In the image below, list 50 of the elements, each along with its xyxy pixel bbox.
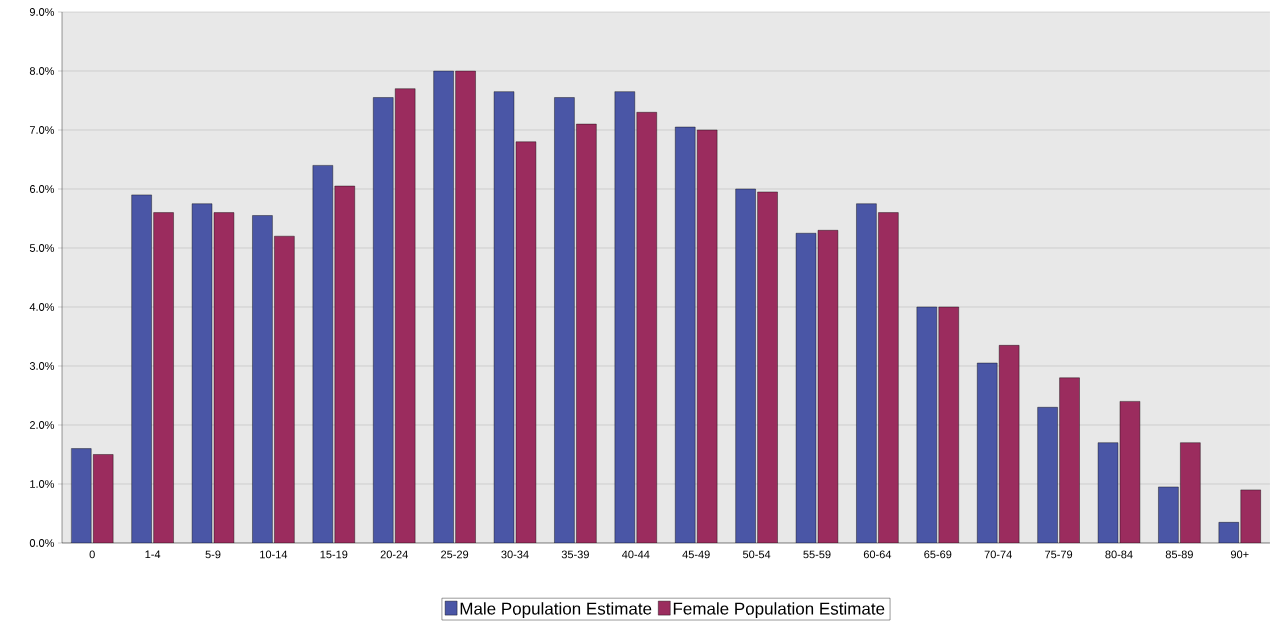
x-tick-label: 10-14	[260, 550, 288, 559]
x-tick-label: 70-74	[984, 550, 1012, 559]
y-tick-label: 1.0%	[30, 480, 55, 488]
y-tick-label: 5.0%	[29, 244, 55, 252]
bar	[916, 306, 937, 543]
bar	[614, 91, 635, 543]
y-tick-label: 4.0%	[29, 303, 55, 311]
x-tick-label: 0	[89, 550, 95, 559]
x-tick-label: 45-49	[682, 550, 710, 559]
y-tick-label: 7.0%	[29, 126, 55, 134]
bar	[252, 215, 273, 543]
x-tick-label: 50-54	[742, 550, 771, 559]
x-tick-label: 5-9	[205, 550, 221, 559]
legend-label: Male Population Estimate	[460, 602, 652, 619]
x-tick-label: 40-44	[621, 550, 650, 559]
bar	[1158, 486, 1179, 543]
x-tick-label: 85-89	[1165, 550, 1193, 559]
bar	[192, 203, 213, 543]
x-tick-label: 1-4	[145, 550, 161, 559]
x-tick-label: 65-69	[924, 550, 952, 559]
x-tick-label: 20-24	[380, 550, 408, 559]
bar	[977, 363, 998, 543]
bar	[131, 194, 152, 543]
y-tick-label: 8.0%	[29, 67, 55, 75]
bar	[675, 127, 696, 543]
x-tick-label: 55-59	[803, 550, 831, 559]
x-tick-label: 60-64	[863, 550, 892, 559]
bar	[433, 70, 454, 543]
x-tick-label: 35-39	[561, 550, 589, 559]
x-tick-label: 25-29	[441, 550, 469, 559]
x-tick-label: 15-19	[320, 550, 348, 559]
y-tick-label: 6.0%	[29, 185, 55, 193]
x-tick-label: 80-84	[1105, 550, 1133, 559]
y-tick-label: 3.0%	[29, 362, 55, 370]
x-tick-label: 30-34	[501, 550, 529, 559]
bar	[494, 91, 514, 543]
bar	[735, 188, 756, 543]
bar	[1037, 407, 1058, 543]
bar	[856, 203, 877, 543]
y-tick-label: 9.0%	[29, 8, 55, 16]
x-tick-label: 90+	[1230, 550, 1249, 559]
y-tick-label: 0.0%	[29, 539, 55, 547]
bar	[554, 97, 575, 543]
bar	[71, 448, 92, 543]
x-tick-label: 75-79	[1045, 550, 1073, 559]
bar	[373, 97, 394, 543]
legend-label: Female Population Estimate	[673, 602, 885, 619]
y-tick-label: 2.0%	[29, 421, 55, 429]
bar	[796, 233, 816, 543]
bar	[312, 165, 333, 543]
